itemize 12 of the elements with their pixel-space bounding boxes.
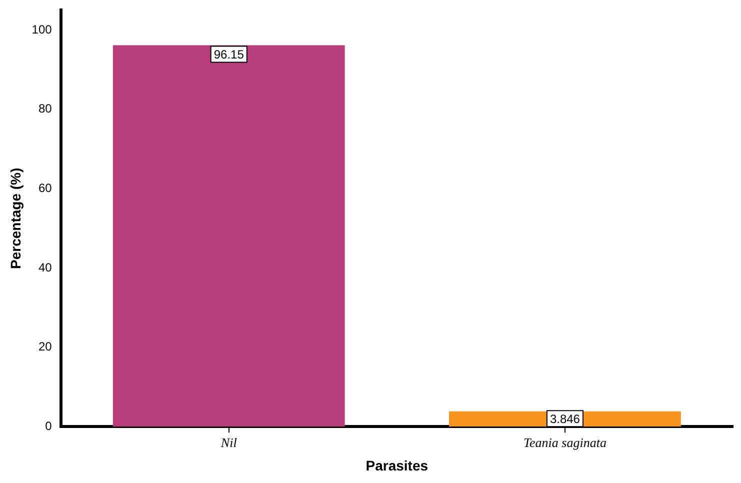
y-tick-label: 40 (38, 260, 52, 274)
y-tick-label: 100 (32, 22, 52, 36)
x-axis-title: Parasites (366, 457, 428, 474)
y-tick-label: 0 (45, 418, 52, 433)
data-label: 96.15 (214, 48, 244, 62)
x-tick-label: Nil (220, 434, 238, 450)
y-axis-title: Percentage (%) (7, 168, 24, 269)
data-label: 3.846 (550, 412, 580, 426)
y-tick-label: 80 (38, 102, 52, 116)
y-tick-label: 20 (38, 340, 52, 354)
y-tick-label: 60 (38, 180, 52, 195)
x-tick-label: Teania saginata (523, 434, 607, 450)
